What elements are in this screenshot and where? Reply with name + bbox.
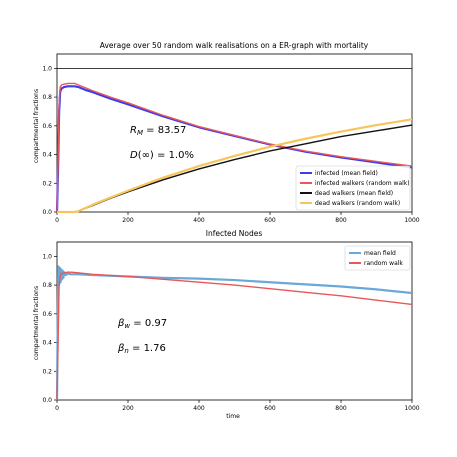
top-plot-area: 0 200 400 600 800 1000 0.0 0.2 0.4 0.6 0.8 1.0 bbox=[42, 53, 420, 224]
top-y-tick-label: 1.0 bbox=[42, 65, 52, 72]
top-x-tick-label: 0 bbox=[55, 217, 59, 224]
bottom-y-tick-label: 0.0 bbox=[42, 397, 52, 404]
bottom-legend-label: random walk bbox=[364, 260, 403, 267]
top-x-tick-label: 600 bbox=[264, 217, 276, 224]
bottom-chart-title: Infected Nodes bbox=[206, 229, 263, 238]
bottom-series-line-1 bbox=[55, 265, 413, 401]
bottom-x-tick-label: 200 bbox=[122, 405, 134, 412]
top-series-line-4 bbox=[57, 118, 413, 214]
bottom-plot-area: 0 200 400 600 800 1000 0.0 0.2 0.4 0.6 0.8 1.0 bbox=[42, 241, 420, 412]
bottom-chart: Infected Nodes compartmental fractions t… bbox=[33, 229, 420, 420]
bottom-x-tick-label: 400 bbox=[193, 405, 205, 412]
top-legend-label: infected walkers (random walk) bbox=[315, 180, 410, 187]
top-axes-frame bbox=[56, 53, 413, 213]
bottom-x-tick-label: 1000 bbox=[404, 405, 419, 412]
top-x-tick-label: 1000 bbox=[404, 217, 419, 224]
top-x-tick-label: 800 bbox=[335, 217, 347, 224]
top-legend-box bbox=[295, 165, 411, 211]
top-x-tick-label: 400 bbox=[193, 217, 205, 224]
top-legend-label: dead walkers (random walk) bbox=[315, 200, 400, 207]
top-annotation-dinf: D(∞) = 1.0% bbox=[130, 150, 194, 161]
top-y-tick-label: 0.8 bbox=[42, 94, 52, 101]
bottom-x-tick-label: 600 bbox=[264, 405, 276, 412]
bottom-x-tick-label: 0 bbox=[55, 405, 59, 412]
top-y-tick-label: 0.0 bbox=[42, 209, 52, 216]
top-x-tick-label: 200 bbox=[122, 217, 134, 224]
top-y-tick-label: 0.4 bbox=[42, 152, 52, 159]
bottom-y-tick-label: 0.2 bbox=[42, 368, 52, 375]
bottom-y-tick-label: 1.0 bbox=[42, 253, 52, 260]
top-y-tick-label: 0.2 bbox=[42, 180, 52, 187]
top-legend: infected (mean field) infected walkers (r… bbox=[295, 165, 411, 211]
top-y-tick-label: 0.6 bbox=[42, 123, 52, 130]
bottom-annotation-beta-n: βn = 1.76 bbox=[117, 343, 166, 355]
bottom-series-line-2 bbox=[56, 271, 413, 401]
top-chart-title: Average over 50 random walk realisations… bbox=[100, 41, 369, 50]
top-y-axis-label: compartmental fractions bbox=[33, 89, 40, 163]
top-annotation-rm: RM = 83.57 bbox=[130, 125, 186, 137]
bottom-y-tick-label: 0.4 bbox=[42, 340, 52, 347]
bottom-y-axis-label: compartmental fractions bbox=[33, 286, 40, 360]
bottom-y-tick-label: 0.6 bbox=[42, 311, 52, 318]
bottom-legend: mean field random walk bbox=[344, 245, 411, 271]
bottom-legend-label: mean field bbox=[364, 250, 396, 257]
bottom-y-tick-label: 0.8 bbox=[42, 282, 52, 289]
bottom-x-axis-label: time bbox=[226, 413, 240, 420]
bottom-legend-box bbox=[344, 245, 411, 271]
bottom-annotation-beta-w: βw = 0.97 bbox=[117, 318, 167, 330]
bottom-x-tick-label: 800 bbox=[335, 405, 347, 412]
top-legend-label: dead walkers (mean field) bbox=[315, 190, 393, 197]
top-chart: Average over 50 random walk realisations… bbox=[33, 41, 420, 224]
top-legend-label: infected (mean field) bbox=[315, 170, 378, 177]
